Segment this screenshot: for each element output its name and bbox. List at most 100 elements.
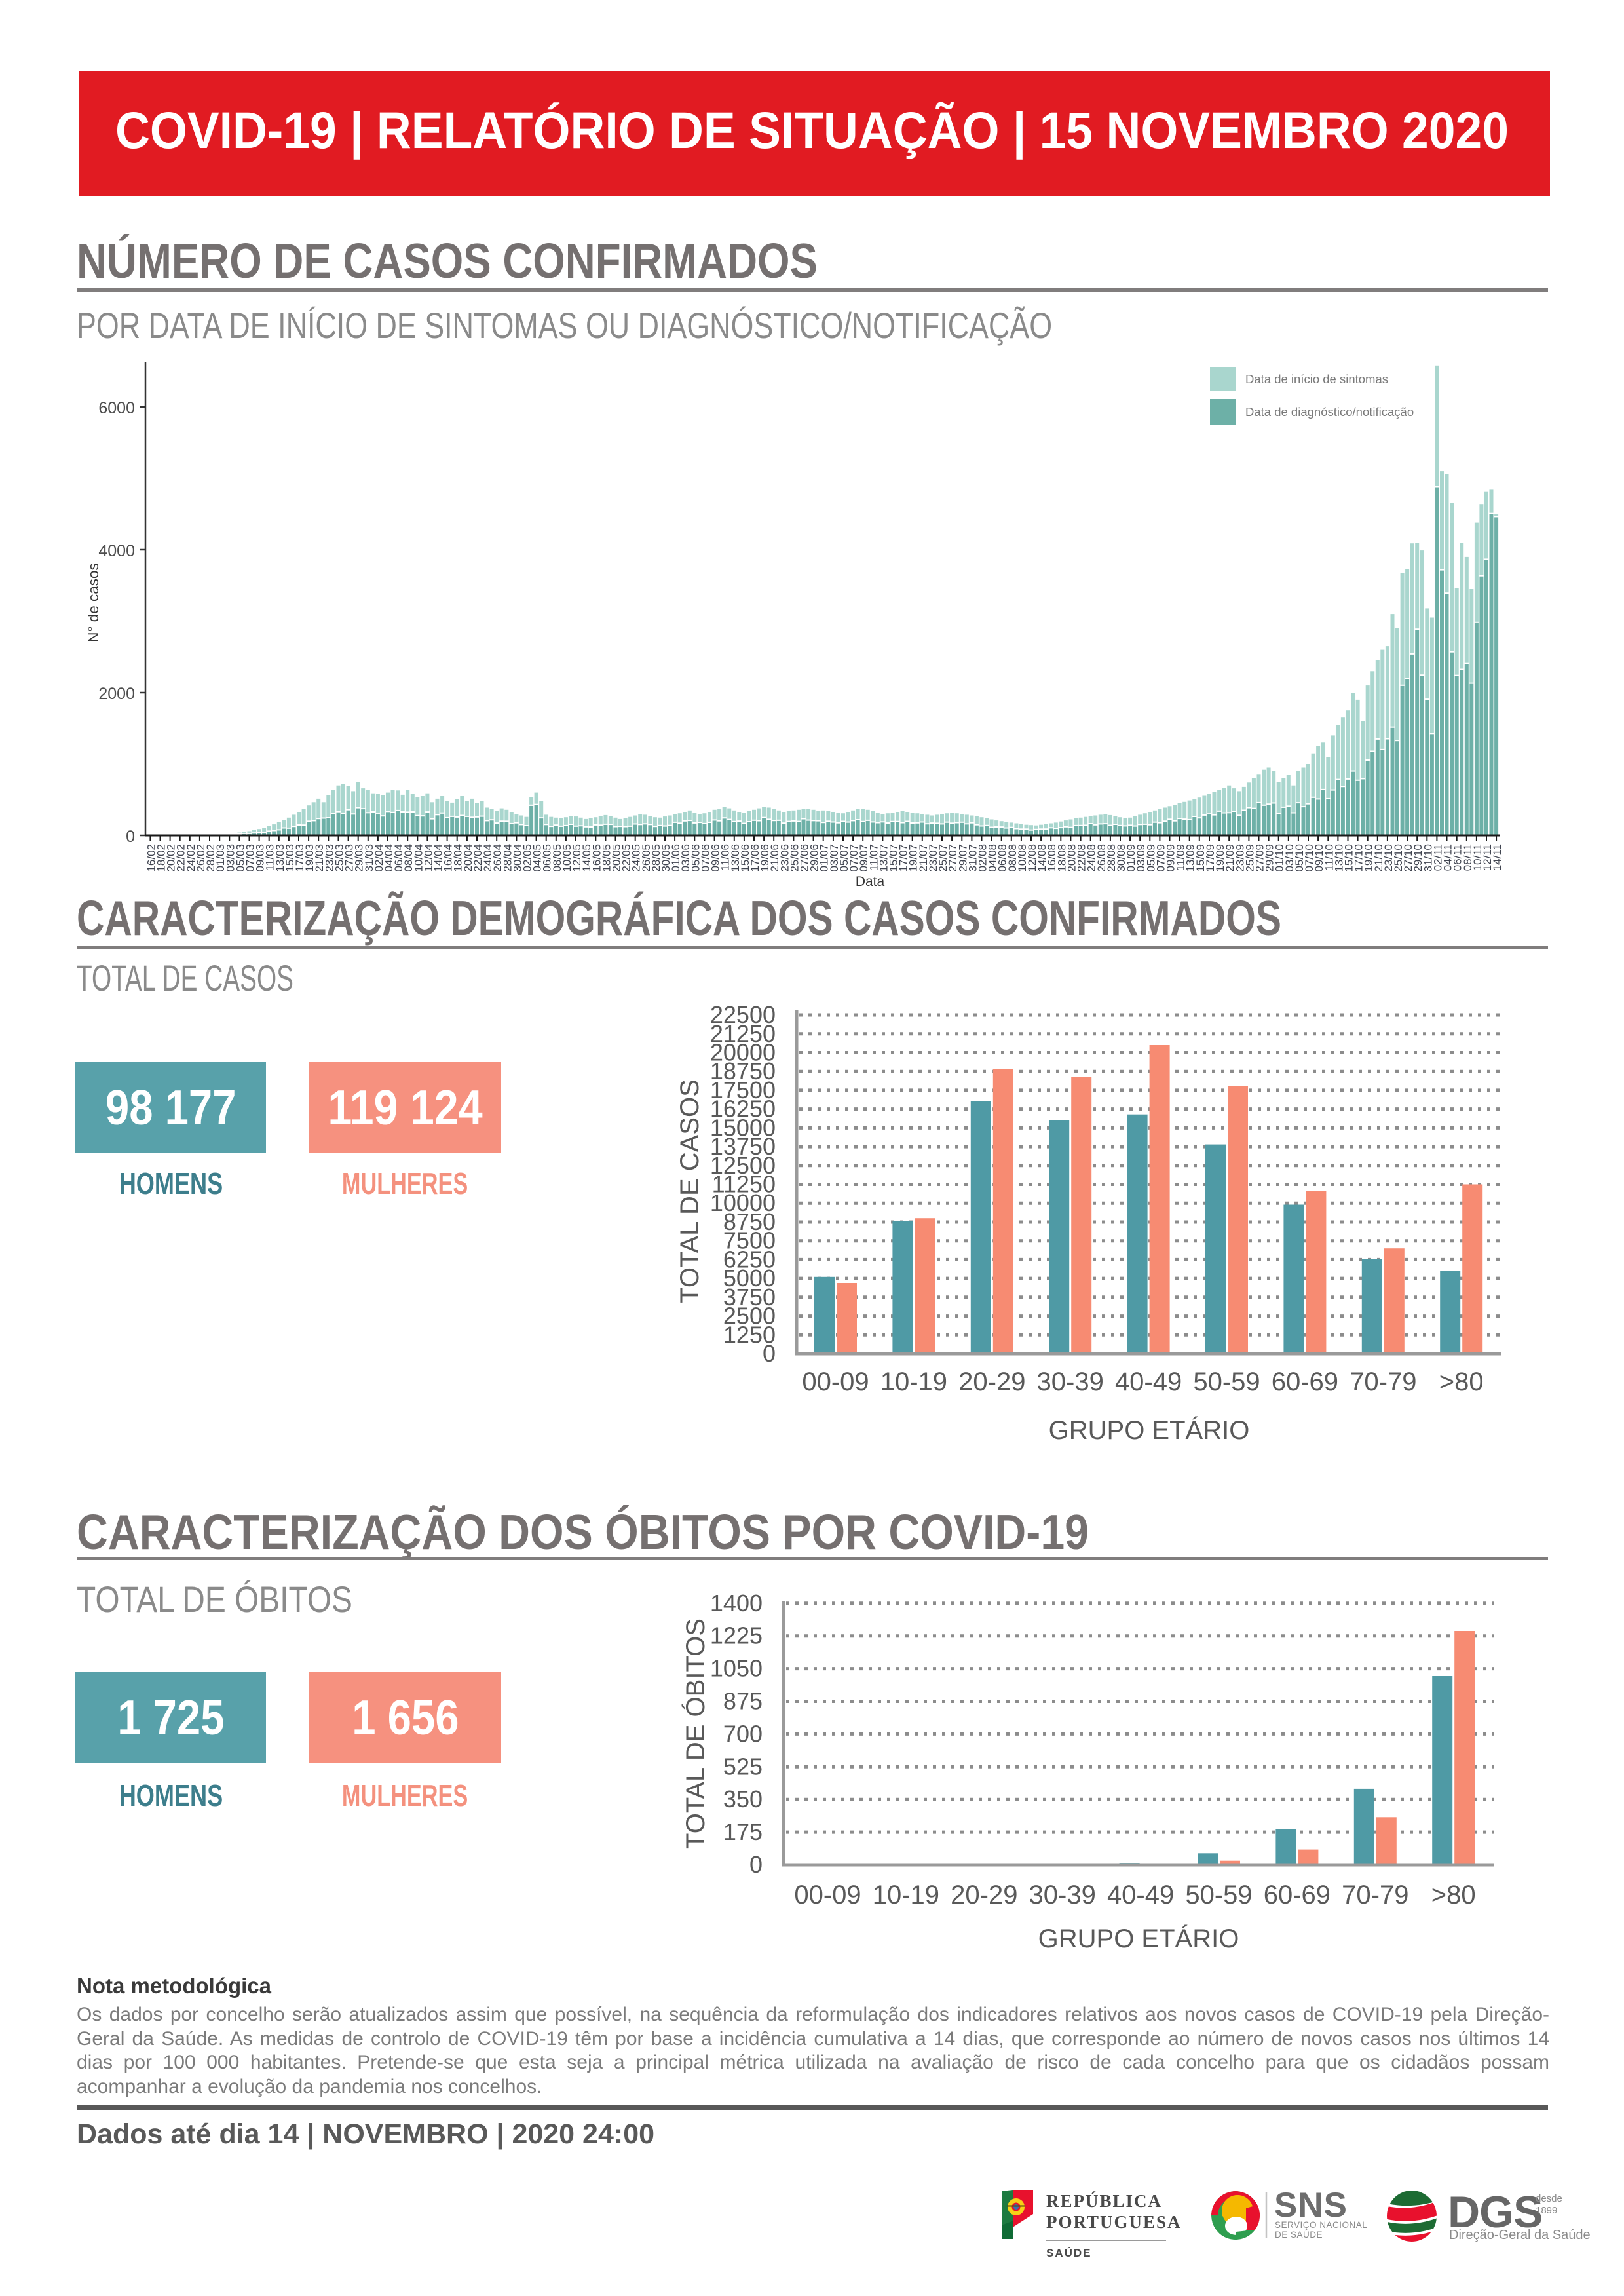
svg-text:19/09: 19/09 (1214, 844, 1226, 872)
svg-text:27/06: 27/06 (799, 844, 811, 872)
svg-text:00-09: 00-09 (794, 1881, 861, 1909)
svg-text:11/09: 11/09 (1175, 844, 1187, 871)
svg-text:0: 0 (126, 828, 135, 846)
svg-text:17/10: 17/10 (1353, 844, 1365, 872)
svg-text:SAÚDE: SAÚDE (1046, 2247, 1092, 2259)
svg-text:27/10: 27/10 (1402, 844, 1414, 872)
svg-text:28/05: 28/05 (650, 844, 662, 872)
svg-text:01/03: 01/03 (214, 844, 227, 872)
svg-text:21250: 21250 (710, 1020, 776, 1047)
svg-text:27/03: 27/03 (343, 844, 356, 872)
svg-text:23/06: 23/06 (778, 844, 791, 872)
svg-text:40-49: 40-49 (1107, 1881, 1174, 1909)
svg-text:3750: 3750 (723, 1284, 776, 1311)
svg-text:29/07: 29/07 (956, 844, 969, 872)
svg-text:10/11: 10/11 (1471, 844, 1484, 871)
svg-text:1225: 1225 (710, 1622, 763, 1649)
svg-text:02/11: 02/11 (1431, 844, 1444, 871)
svg-text:4000: 4000 (98, 542, 135, 560)
svg-text:03/06: 03/06 (679, 844, 692, 872)
svg-text:8750: 8750 (723, 1208, 776, 1235)
svg-text:>80: >80 (1431, 1881, 1476, 1909)
svg-text:70-79: 70-79 (1342, 1881, 1408, 1909)
svg-text:60-69: 60-69 (1264, 1881, 1331, 1909)
svg-text:19/07: 19/07 (907, 844, 920, 872)
svg-text:06/08: 06/08 (996, 844, 1009, 872)
svg-text:07/10: 07/10 (1303, 844, 1315, 872)
svg-text:DE SAÚDE: DE SAÚDE (1275, 2230, 1323, 2240)
svg-text:30/04: 30/04 (511, 844, 523, 872)
svg-text:6250: 6250 (723, 1246, 776, 1272)
svg-text:30/05: 30/05 (660, 844, 672, 872)
svg-text:29/03: 29/03 (353, 844, 366, 872)
svg-text:05/06: 05/06 (689, 844, 702, 872)
svg-text:09/03: 09/03 (254, 844, 267, 872)
svg-text:09/06: 09/06 (709, 844, 722, 872)
svg-text:525: 525 (723, 1753, 763, 1780)
svg-text:00-09: 00-09 (802, 1368, 869, 1396)
svg-text:29/10: 29/10 (1412, 844, 1424, 872)
svg-text:23/07: 23/07 (927, 844, 939, 872)
svg-text:16/05: 16/05 (590, 844, 603, 872)
svg-text:11250: 11250 (712, 1171, 776, 1198)
svg-text:50-59: 50-59 (1193, 1368, 1260, 1396)
svg-text:5000: 5000 (723, 1265, 776, 1292)
svg-text:31/03: 31/03 (363, 844, 375, 872)
svg-text:24/08: 24/08 (1086, 844, 1098, 872)
svg-text:30-39: 30-39 (1037, 1368, 1104, 1396)
svg-text:09/07: 09/07 (858, 844, 870, 872)
svg-text:02/04: 02/04 (373, 844, 385, 872)
svg-text:25/10: 25/10 (1392, 844, 1405, 872)
svg-text:06/04: 06/04 (392, 844, 405, 872)
svg-text:23/09: 23/09 (1234, 844, 1246, 872)
svg-text:22/05: 22/05 (620, 844, 633, 872)
svg-text:13/10: 13/10 (1332, 844, 1345, 872)
svg-text:18/02: 18/02 (155, 844, 168, 872)
svg-text:10-19: 10-19 (873, 1881, 939, 1909)
svg-text:2000: 2000 (98, 685, 135, 703)
svg-text:27/09: 27/09 (1254, 844, 1266, 872)
svg-text:21/03: 21/03 (313, 844, 326, 872)
svg-text:26/08: 26/08 (1095, 844, 1108, 872)
svg-text:10-19: 10-19 (880, 1368, 947, 1396)
svg-text:DGS: DGS (1448, 2187, 1542, 2237)
svg-text:REPÚBLICA: REPÚBLICA (1046, 2191, 1162, 2211)
svg-text:19/03: 19/03 (303, 844, 316, 872)
svg-text:15/06: 15/06 (739, 844, 751, 872)
svg-text:Data: Data (856, 874, 885, 889)
svg-text:14/05: 14/05 (580, 844, 593, 872)
svg-text:13750: 13750 (710, 1133, 776, 1160)
svg-text:25/06: 25/06 (788, 844, 801, 872)
svg-text:17/06: 17/06 (749, 844, 761, 872)
svg-text:0: 0 (749, 1851, 763, 1878)
svg-text:20/02: 20/02 (165, 844, 178, 872)
svg-text:08/05: 08/05 (551, 844, 563, 872)
svg-text:20/05: 20/05 (611, 844, 623, 872)
svg-text:13/09: 13/09 (1184, 844, 1197, 872)
svg-text:20/08: 20/08 (1065, 844, 1078, 872)
svg-text:GRUPO ETÁRIO: GRUPO ETÁRIO (1049, 1415, 1250, 1445)
svg-text:16250: 16250 (710, 1096, 776, 1122)
svg-text:desde: desde (1536, 2193, 1562, 2204)
svg-text:14/11: 14/11 (1491, 844, 1503, 871)
svg-text:05/07: 05/07 (838, 844, 850, 872)
svg-text:25/03: 25/03 (333, 844, 346, 872)
svg-text:15/03: 15/03 (284, 844, 296, 872)
svg-text:TOTAL DE ÓBITOS: TOTAL DE ÓBITOS (681, 1618, 710, 1849)
svg-text:09/10: 09/10 (1313, 844, 1325, 872)
svg-text:22/04: 22/04 (472, 844, 484, 872)
svg-text:01/09: 01/09 (1125, 844, 1137, 872)
svg-text:18/08: 18/08 (1055, 844, 1068, 872)
svg-text:03/03: 03/03 (224, 844, 236, 872)
svg-text:18/04: 18/04 (452, 844, 464, 872)
svg-text:16/02: 16/02 (145, 844, 157, 872)
svg-text:875: 875 (723, 1688, 763, 1715)
svg-text:6000: 6000 (98, 399, 135, 417)
svg-text:700: 700 (723, 1720, 763, 1747)
svg-text:04/05: 04/05 (531, 844, 544, 872)
svg-text:SNS: SNS (1274, 2186, 1348, 2225)
svg-text:21/09: 21/09 (1224, 844, 1236, 872)
svg-text:12500: 12500 (710, 1152, 776, 1179)
svg-text:22/02: 22/02 (175, 844, 187, 872)
svg-text:1400: 1400 (710, 1590, 763, 1617)
